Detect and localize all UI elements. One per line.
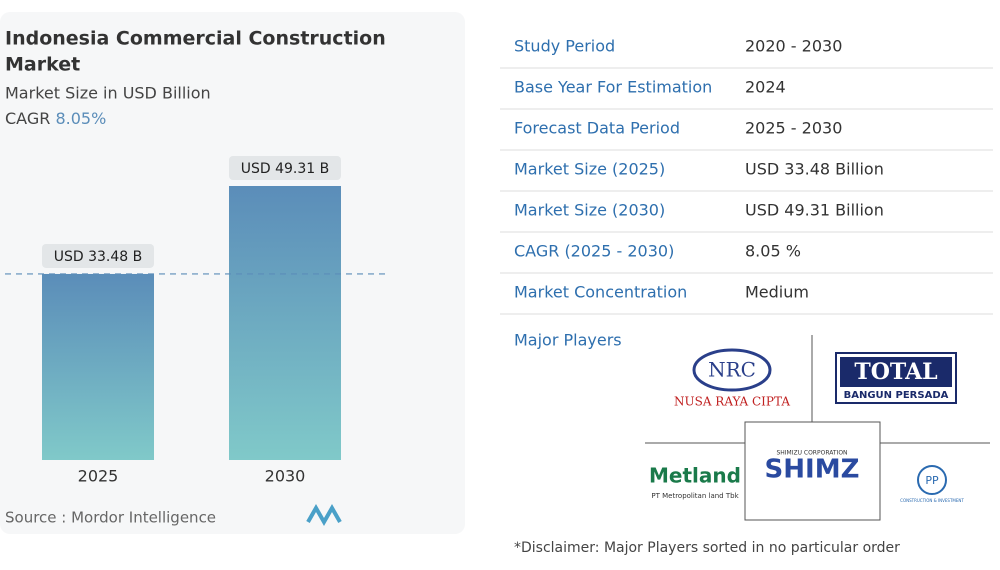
cagr-value: 8.05% (55, 109, 106, 128)
value-label: USD 49.31 B (241, 161, 330, 177)
row-value: 2024 (745, 78, 786, 97)
logo-metland: Metland PT Metropolitan land Tbk (649, 464, 741, 501)
row-value: 2025 - 2030 (745, 119, 842, 138)
logo-text: NRC (708, 358, 756, 382)
value-label-bg (229, 156, 341, 180)
logo-total: TOTAL BANGUN PERSADA (835, 352, 957, 404)
chart-title: Market (5, 54, 80, 76)
row-value: 8.05 % (745, 242, 801, 261)
row-value: 2020 - 2030 (745, 37, 842, 56)
cagr-label: CAGR 8.05% (5, 109, 106, 128)
source: Source : Mordor Intelligence (5, 509, 216, 527)
x-tick-label: 2030 (265, 467, 306, 486)
logo-text: CONSTRUCTION & INVESTMENT (900, 498, 964, 503)
row-label: Forecast Data Period (514, 119, 680, 138)
row-label: CAGR (2025 - 2030) (514, 242, 674, 261)
logo-pp: PP CONSTRUCTION & INVESTMENT (900, 465, 964, 503)
logo-text: PP (925, 474, 939, 487)
row-label: Market Size (2025) (514, 160, 665, 179)
chart-subtitle: Market Size in USD Billion (5, 84, 211, 103)
row-label: Study Period (514, 37, 615, 56)
cagr-label: CAGR (5, 109, 50, 128)
logo-text: TOTAL (854, 359, 937, 385)
value-label-bg (42, 243, 154, 268)
logo-text: SHIMZ (765, 455, 860, 485)
x-tick-label: 2025 (78, 467, 119, 486)
row-value: USD 49.31 Billion (745, 201, 884, 220)
bar (42, 273, 154, 460)
logo-grid (645, 335, 990, 521)
logo-text: SHIMIZU CORPORATION (776, 450, 847, 457)
row-value: USD 33.48 Billion (745, 160, 884, 179)
disclaimer: *Disclaimer: Major Players sorted in no … (514, 540, 900, 556)
value-label: USD 33.48 B (54, 249, 143, 265)
row-label: Market Size (2030) (514, 201, 665, 220)
logo-shimizu: SHIMIZU CORPORATION SHIMZ (765, 450, 860, 485)
row-label: Market Concentration (514, 283, 687, 302)
logo-text: BANGUN PERSADA (844, 390, 949, 401)
logo-nrc: NRC NUSA RAYA CIPTA (674, 348, 790, 409)
players-heading: Major Players (514, 331, 622, 350)
logo-text: PT Metropolitan land Tbk (651, 492, 739, 500)
logo-text: NUSA RAYA CIPTA (674, 395, 790, 409)
brand-logo (306, 503, 342, 527)
row-label: Base Year For Estimation (514, 78, 712, 97)
row-value: Medium (745, 283, 809, 302)
logo-text: Metland (649, 464, 741, 488)
chart-title: Indonesia Commercial Construction (5, 28, 386, 50)
bar (229, 186, 341, 460)
